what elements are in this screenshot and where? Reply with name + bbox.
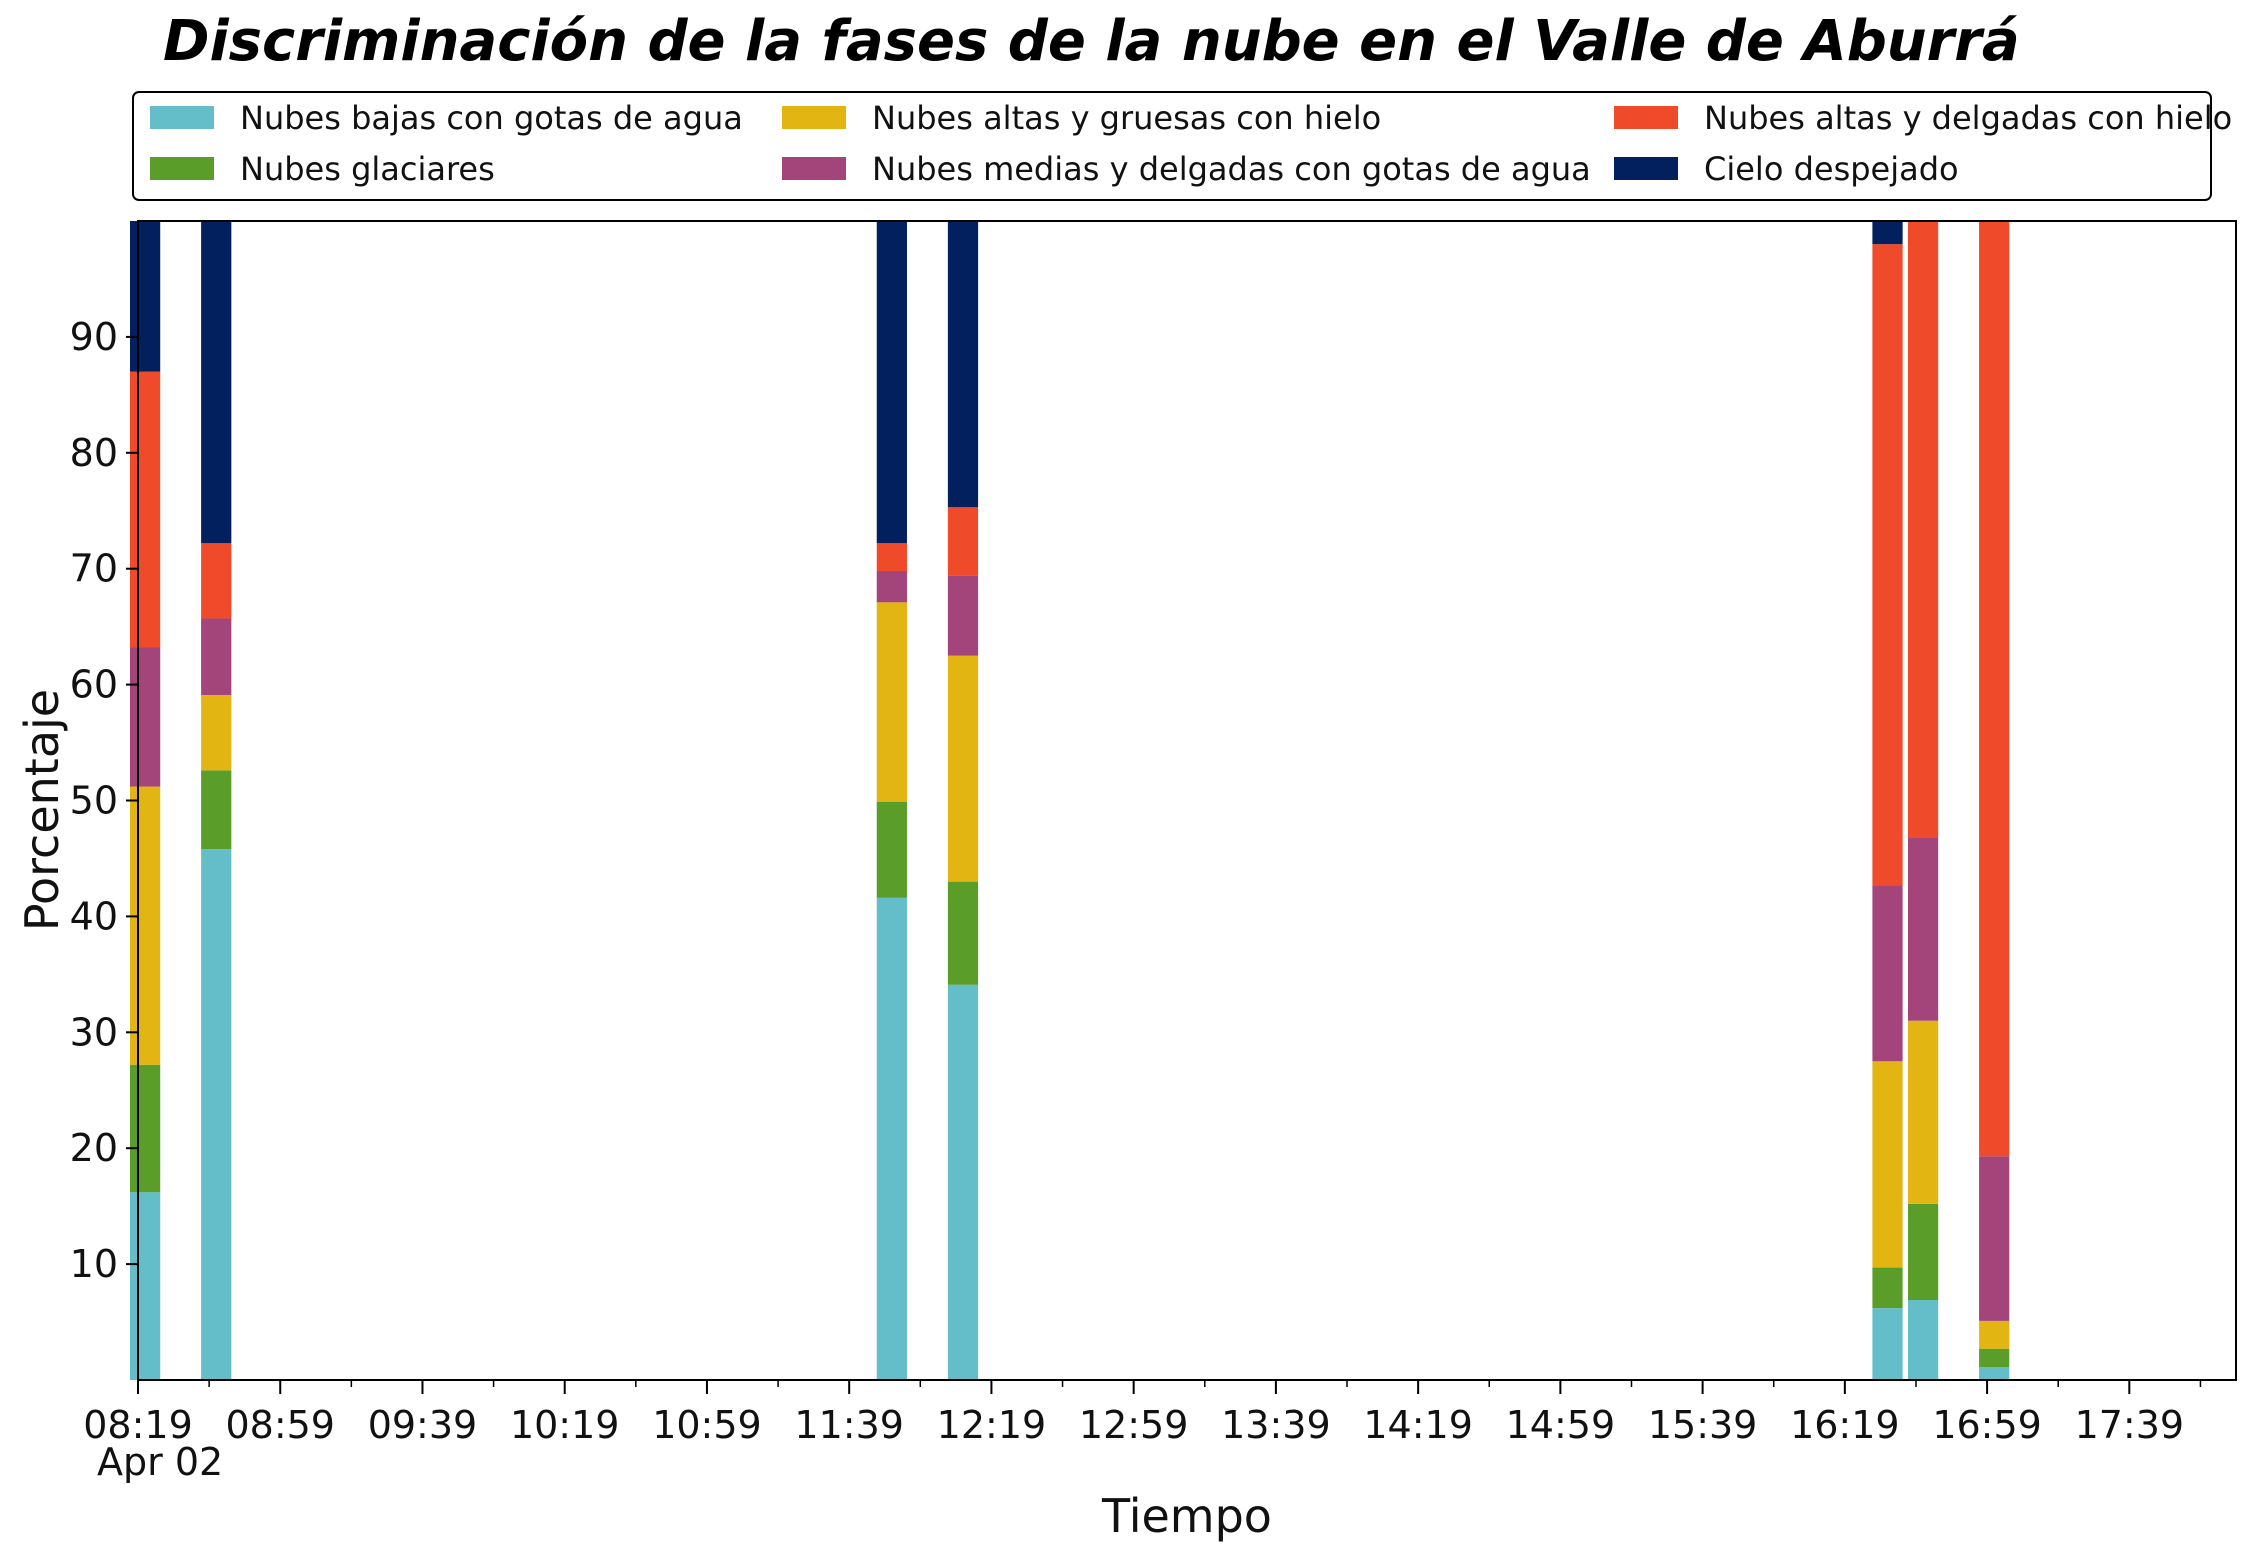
bar-nubes-glaciares-1641: [1907, 1203, 1939, 1301]
y-tick-label: 50: [70, 779, 118, 823]
bar-nubes-bajas-con-gotas-de-agua-0841: [201, 849, 232, 1380]
x-tick-label: 14:59: [1506, 1403, 1616, 1447]
bar-nubes-altas-y-gruesas-con-hielo-1701: [1979, 1320, 2010, 1349]
x-tick-label: 08:19: [83, 1403, 193, 1447]
bar-nubes-altas-y-delgadas-con-hielo-0841: [201, 543, 232, 619]
y-axis-label: Porcentaje: [15, 689, 69, 931]
bar-nubes-altas-y-gruesas-con-hielo-0821: [129, 786, 161, 1065]
legend-swatch-nubes-medias-y-delgadas-con-gotas-de-agua: [782, 157, 846, 180]
bar-nubes-glaciares-0821: [129, 1064, 161, 1193]
chart-title: Discriminación de la fases de la nube en…: [163, 9, 2020, 74]
bar-nubes-medias-y-delgadas-con-gotas-de-agua-1151: [876, 571, 907, 603]
legend-frame: [132, 91, 2212, 201]
legend: Nubes bajas con gotas de agua Nubes glaci…: [132, 91, 2232, 201]
legend-label-nubes-glaciares: Nubes glaciares: [240, 150, 495, 188]
y-tick-label: 20: [70, 1126, 118, 1170]
legend-swatch-nubes-altas-y-gruesas-con-hielo: [782, 106, 846, 129]
bar-cielo-despejado-1151: [876, 221, 907, 544]
bar-nubes-medias-y-delgadas-con-gotas-de-agua-0841: [201, 618, 232, 696]
legend-swatch-nubes-glaciares: [150, 157, 214, 180]
bar-nubes-altas-y-delgadas-con-hielo-1151: [876, 543, 907, 572]
bar-nubes-altas-y-gruesas-con-hielo-1641: [1907, 1020, 1939, 1204]
bar-nubes-bajas-con-gotas-de-agua-1151: [876, 897, 907, 1380]
bar-nubes-bajas-con-gotas-de-agua-0821: [129, 1192, 161, 1380]
bar-nubes-medias-y-delgadas-con-gotas-de-agua-1631: [1872, 885, 1903, 1062]
legend-label-nubes-altas-y-delgadas-con-hielo: Nubes altas y delgadas con hielo: [1704, 99, 2232, 137]
bar-nubes-bajas-con-gotas-de-agua-1641: [1907, 1300, 1939, 1380]
bar-nubes-medias-y-delgadas-con-gotas-de-agua-1701: [1979, 1156, 2010, 1321]
x-tick-label: 15:39: [1648, 1403, 1758, 1447]
bar-nubes-bajas-con-gotas-de-agua-1631: [1872, 1308, 1903, 1380]
bar-nubes-glaciares-1701: [1979, 1348, 2010, 1368]
bar-nubes-medias-y-delgadas-con-gotas-de-agua-1641: [1907, 837, 1939, 1021]
legend-label-cielo-despejado: Cielo despejado: [1704, 150, 1959, 188]
bar-cielo-despejado-1211: [947, 221, 979, 508]
bar-nubes-altas-y-delgadas-con-hielo-1701: [1979, 221, 2010, 1157]
x-date-label: Apr 02: [97, 1440, 223, 1484]
legend-label-nubes-altas-y-gruesas-con-hielo: Nubes altas y gruesas con hielo: [872, 99, 1381, 137]
bars-group: [129, 221, 2010, 1380]
x-tick-label: 14:19: [1363, 1403, 1473, 1447]
legend-label-nubes-bajas-con-gotas-de-agua: Nubes bajas con gotas de agua: [240, 99, 743, 137]
bar-nubes-bajas-con-gotas-de-agua-1211: [947, 984, 979, 1380]
y-tick-label: 90: [70, 315, 118, 359]
bar-nubes-glaciares-0841: [201, 770, 232, 850]
bar-nubes-glaciares-1151: [876, 801, 907, 898]
bar-nubes-altas-y-delgadas-con-hielo-1631: [1872, 244, 1903, 886]
bar-nubes-altas-y-gruesas-con-hielo-1211: [947, 655, 979, 882]
x-tick-label: 11:39: [794, 1403, 904, 1447]
bar-nubes-glaciares-1211: [947, 881, 979, 985]
bar-nubes-medias-y-delgadas-con-gotas-de-agua-0821: [129, 647, 161, 787]
x-tick-label: 12:19: [937, 1403, 1047, 1447]
bar-nubes-altas-y-gruesas-con-hielo-0841: [201, 695, 232, 771]
y-tick-label: 80: [70, 431, 118, 475]
x-tick-label: 09:39: [368, 1403, 478, 1447]
bar-cielo-despejado-0821: [129, 221, 161, 372]
x-axis-label: Tiempo: [1101, 1489, 1272, 1543]
bar-nubes-altas-y-delgadas-con-hielo-0821: [129, 371, 161, 648]
x-axis: 08:19 08:59 09:39 10:19 10:59 11:39 12:19 12:59…: [83, 1380, 2202, 1447]
bar-cielo-despejado-1631: [1872, 221, 1903, 245]
bar-nubes-altas-y-gruesas-con-hielo-1631: [1872, 1061, 1903, 1268]
legend-swatch-cielo-despejado: [1614, 157, 1678, 180]
y-axis: 10 20 30 40 50 60 70 80 90: [70, 315, 138, 1286]
x-tick-label: 12:59: [1079, 1403, 1189, 1447]
x-tick-label: 16:59: [1932, 1403, 2042, 1447]
y-tick-label: 10: [70, 1242, 118, 1286]
y-tick-label: 70: [70, 547, 118, 591]
y-tick-label: 40: [70, 894, 118, 938]
legend-label-nubes-medias-y-delgadas-con-gotas-de-agua: Nubes medias y delgadas con gotas de agu…: [872, 150, 1591, 188]
x-tick-label: 10:19: [510, 1403, 620, 1447]
bar-nubes-bajas-con-gotas-de-agua-1701: [1979, 1367, 2010, 1380]
bar-nubes-medias-y-delgadas-con-gotas-de-agua-1211: [947, 575, 979, 656]
legend-swatch-nubes-bajas-con-gotas-de-agua: [150, 106, 214, 129]
bar-nubes-glaciares-1631: [1872, 1267, 1903, 1309]
bar-nubes-altas-y-delgadas-con-hielo-1641: [1907, 221, 1939, 838]
x-tick-label: 16:19: [1790, 1403, 1900, 1447]
x-tick-label: 10:59: [652, 1403, 762, 1447]
x-tick-label: 08:59: [225, 1403, 335, 1447]
y-tick-label: 30: [70, 1010, 118, 1054]
bar-nubes-altas-y-delgadas-con-hielo-1211: [947, 507, 979, 576]
bar-nubes-altas-y-gruesas-con-hielo-1151: [876, 602, 907, 802]
x-tick-label: 17:39: [2075, 1403, 2185, 1447]
x-tick-label: 13:39: [1221, 1403, 1331, 1447]
bar-cielo-despejado-0841: [201, 221, 232, 544]
legend-swatch-nubes-altas-y-delgadas-con-hielo: [1614, 106, 1678, 129]
y-tick-label: 60: [70, 663, 118, 707]
